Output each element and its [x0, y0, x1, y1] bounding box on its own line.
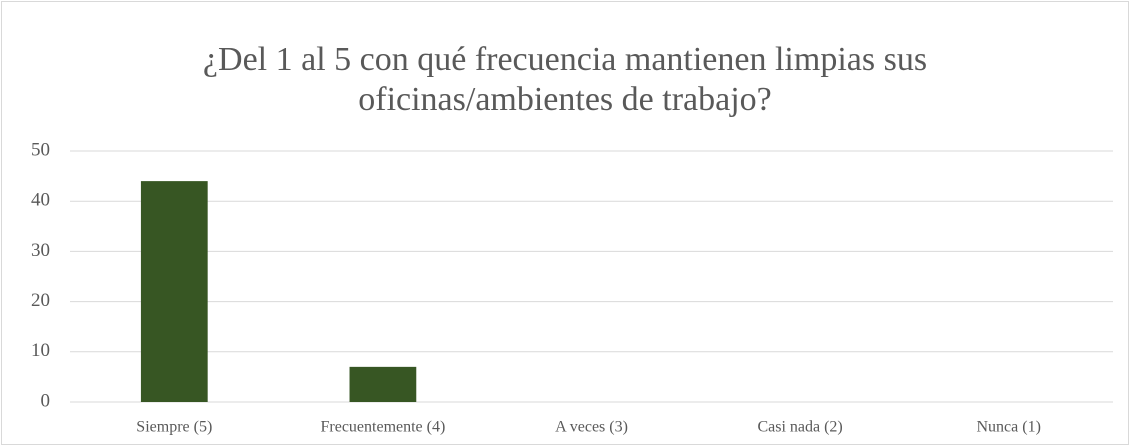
x-tick-label: Frecuentemente (4) — [320, 419, 445, 436]
y-tick-label: 50 — [31, 139, 50, 160]
y-tick-label: 0 — [41, 390, 51, 411]
x-tick-label: Casi nada (2) — [757, 419, 842, 436]
y-tick-label: 30 — [31, 240, 50, 261]
x-tick-label: Nunca (1) — [976, 419, 1040, 436]
bar — [349, 366, 417, 402]
x-tick-label: Siempre (5) — [136, 419, 212, 436]
y-tick-label: 40 — [31, 190, 50, 211]
y-tick-label: 20 — [31, 290, 50, 311]
y-tick-label: 10 — [31, 340, 50, 361]
bar — [140, 181, 208, 402]
chart-title: ¿Del 1 al 5 con qué frecuencia mantienen… — [202, 41, 928, 118]
x-tick-label: A veces (3) — [555, 419, 628, 436]
